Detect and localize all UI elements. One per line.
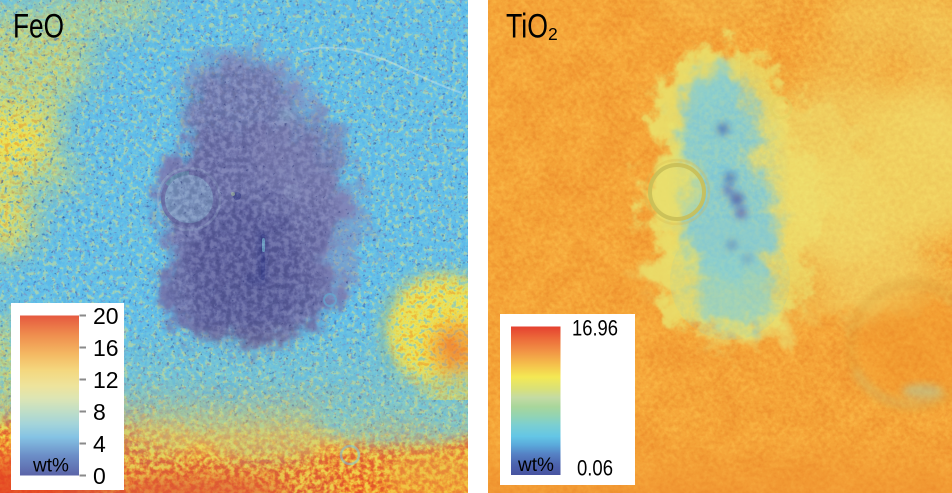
svg-text:20: 20 — [93, 303, 119, 329]
svg-text:16.96: 16.96 — [572, 316, 618, 341]
svg-text:0.06: 0.06 — [577, 456, 613, 481]
svg-text:4: 4 — [93, 431, 106, 457]
svg-text:wt%: wt% — [32, 456, 69, 477]
svg-text:0: 0 — [93, 463, 106, 489]
svg-text:12: 12 — [93, 367, 119, 393]
svg-text:wt%: wt% — [517, 455, 554, 476]
svg-text:16: 16 — [93, 335, 119, 361]
svg-text:TiO: TiO — [506, 8, 548, 46]
svg-text:FeO: FeO — [13, 8, 64, 46]
svg-text:2: 2 — [548, 24, 558, 44]
svg-text:8: 8 — [93, 399, 106, 425]
